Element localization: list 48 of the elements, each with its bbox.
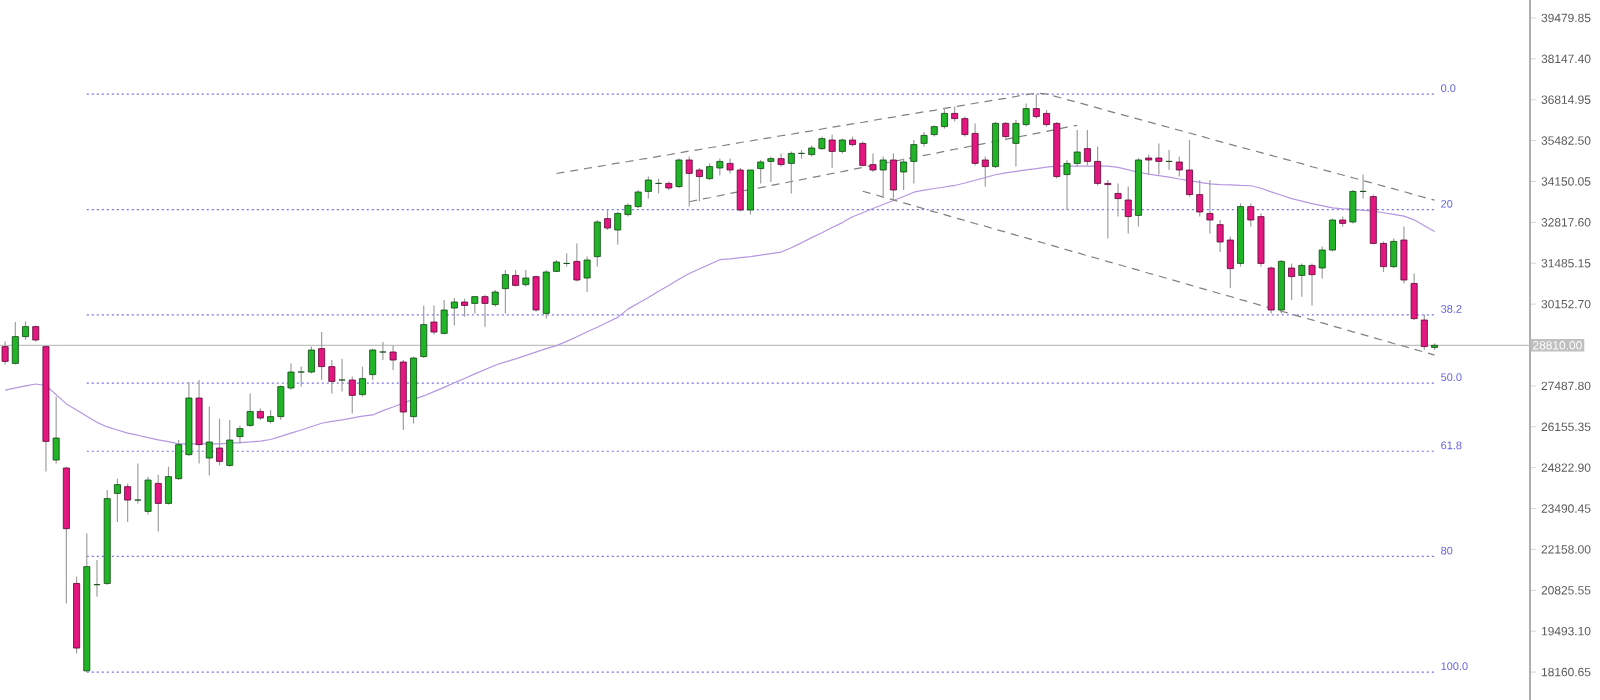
candlestick [1308, 262, 1316, 307]
candlestick [338, 358, 346, 393]
candlestick [124, 482, 132, 523]
candlestick [1298, 262, 1306, 298]
candlestick [307, 346, 315, 375]
line-series [862, 190, 1436, 356]
candlestick [889, 152, 897, 201]
candlestick [205, 406, 213, 477]
candlestick [501, 269, 509, 315]
candlestick [226, 419, 234, 468]
candlestick [216, 418, 223, 467]
candlestick [113, 478, 121, 523]
candlestick [379, 341, 387, 361]
candlestick [747, 169, 754, 216]
candlestick [573, 242, 581, 283]
candlestick [1288, 262, 1296, 301]
candlestick [52, 396, 60, 465]
candlestick [675, 158, 683, 189]
candlestick [1390, 238, 1398, 269]
candlestick [604, 209, 611, 231]
candlestick [195, 379, 203, 465]
candlestick [1, 340, 9, 366]
candlestick [1206, 179, 1214, 235]
candlestick [1400, 226, 1408, 285]
candlestick [154, 474, 162, 533]
candlestick [593, 219, 601, 268]
candlestick [430, 304, 438, 336]
candlestick [828, 133, 836, 169]
candlestick [532, 274, 540, 313]
candlestick [420, 304, 428, 359]
candlestick [1267, 266, 1275, 315]
candlestick [583, 256, 591, 293]
candlestick [481, 294, 489, 328]
candlestick [246, 392, 254, 428]
candlestick [879, 155, 887, 198]
candlestick [1124, 185, 1132, 235]
candlestick [359, 366, 366, 398]
candlestick [1410, 272, 1418, 321]
candlestick [348, 376, 356, 415]
candlestick [369, 348, 377, 381]
candlestick [461, 298, 469, 318]
candlestick [236, 424, 244, 445]
candlestick [440, 299, 448, 336]
candlestick [1420, 314, 1428, 351]
candlestick [1114, 182, 1122, 218]
candlestick [389, 344, 397, 371]
candlestick [992, 121, 999, 169]
candlestick [450, 297, 458, 326]
